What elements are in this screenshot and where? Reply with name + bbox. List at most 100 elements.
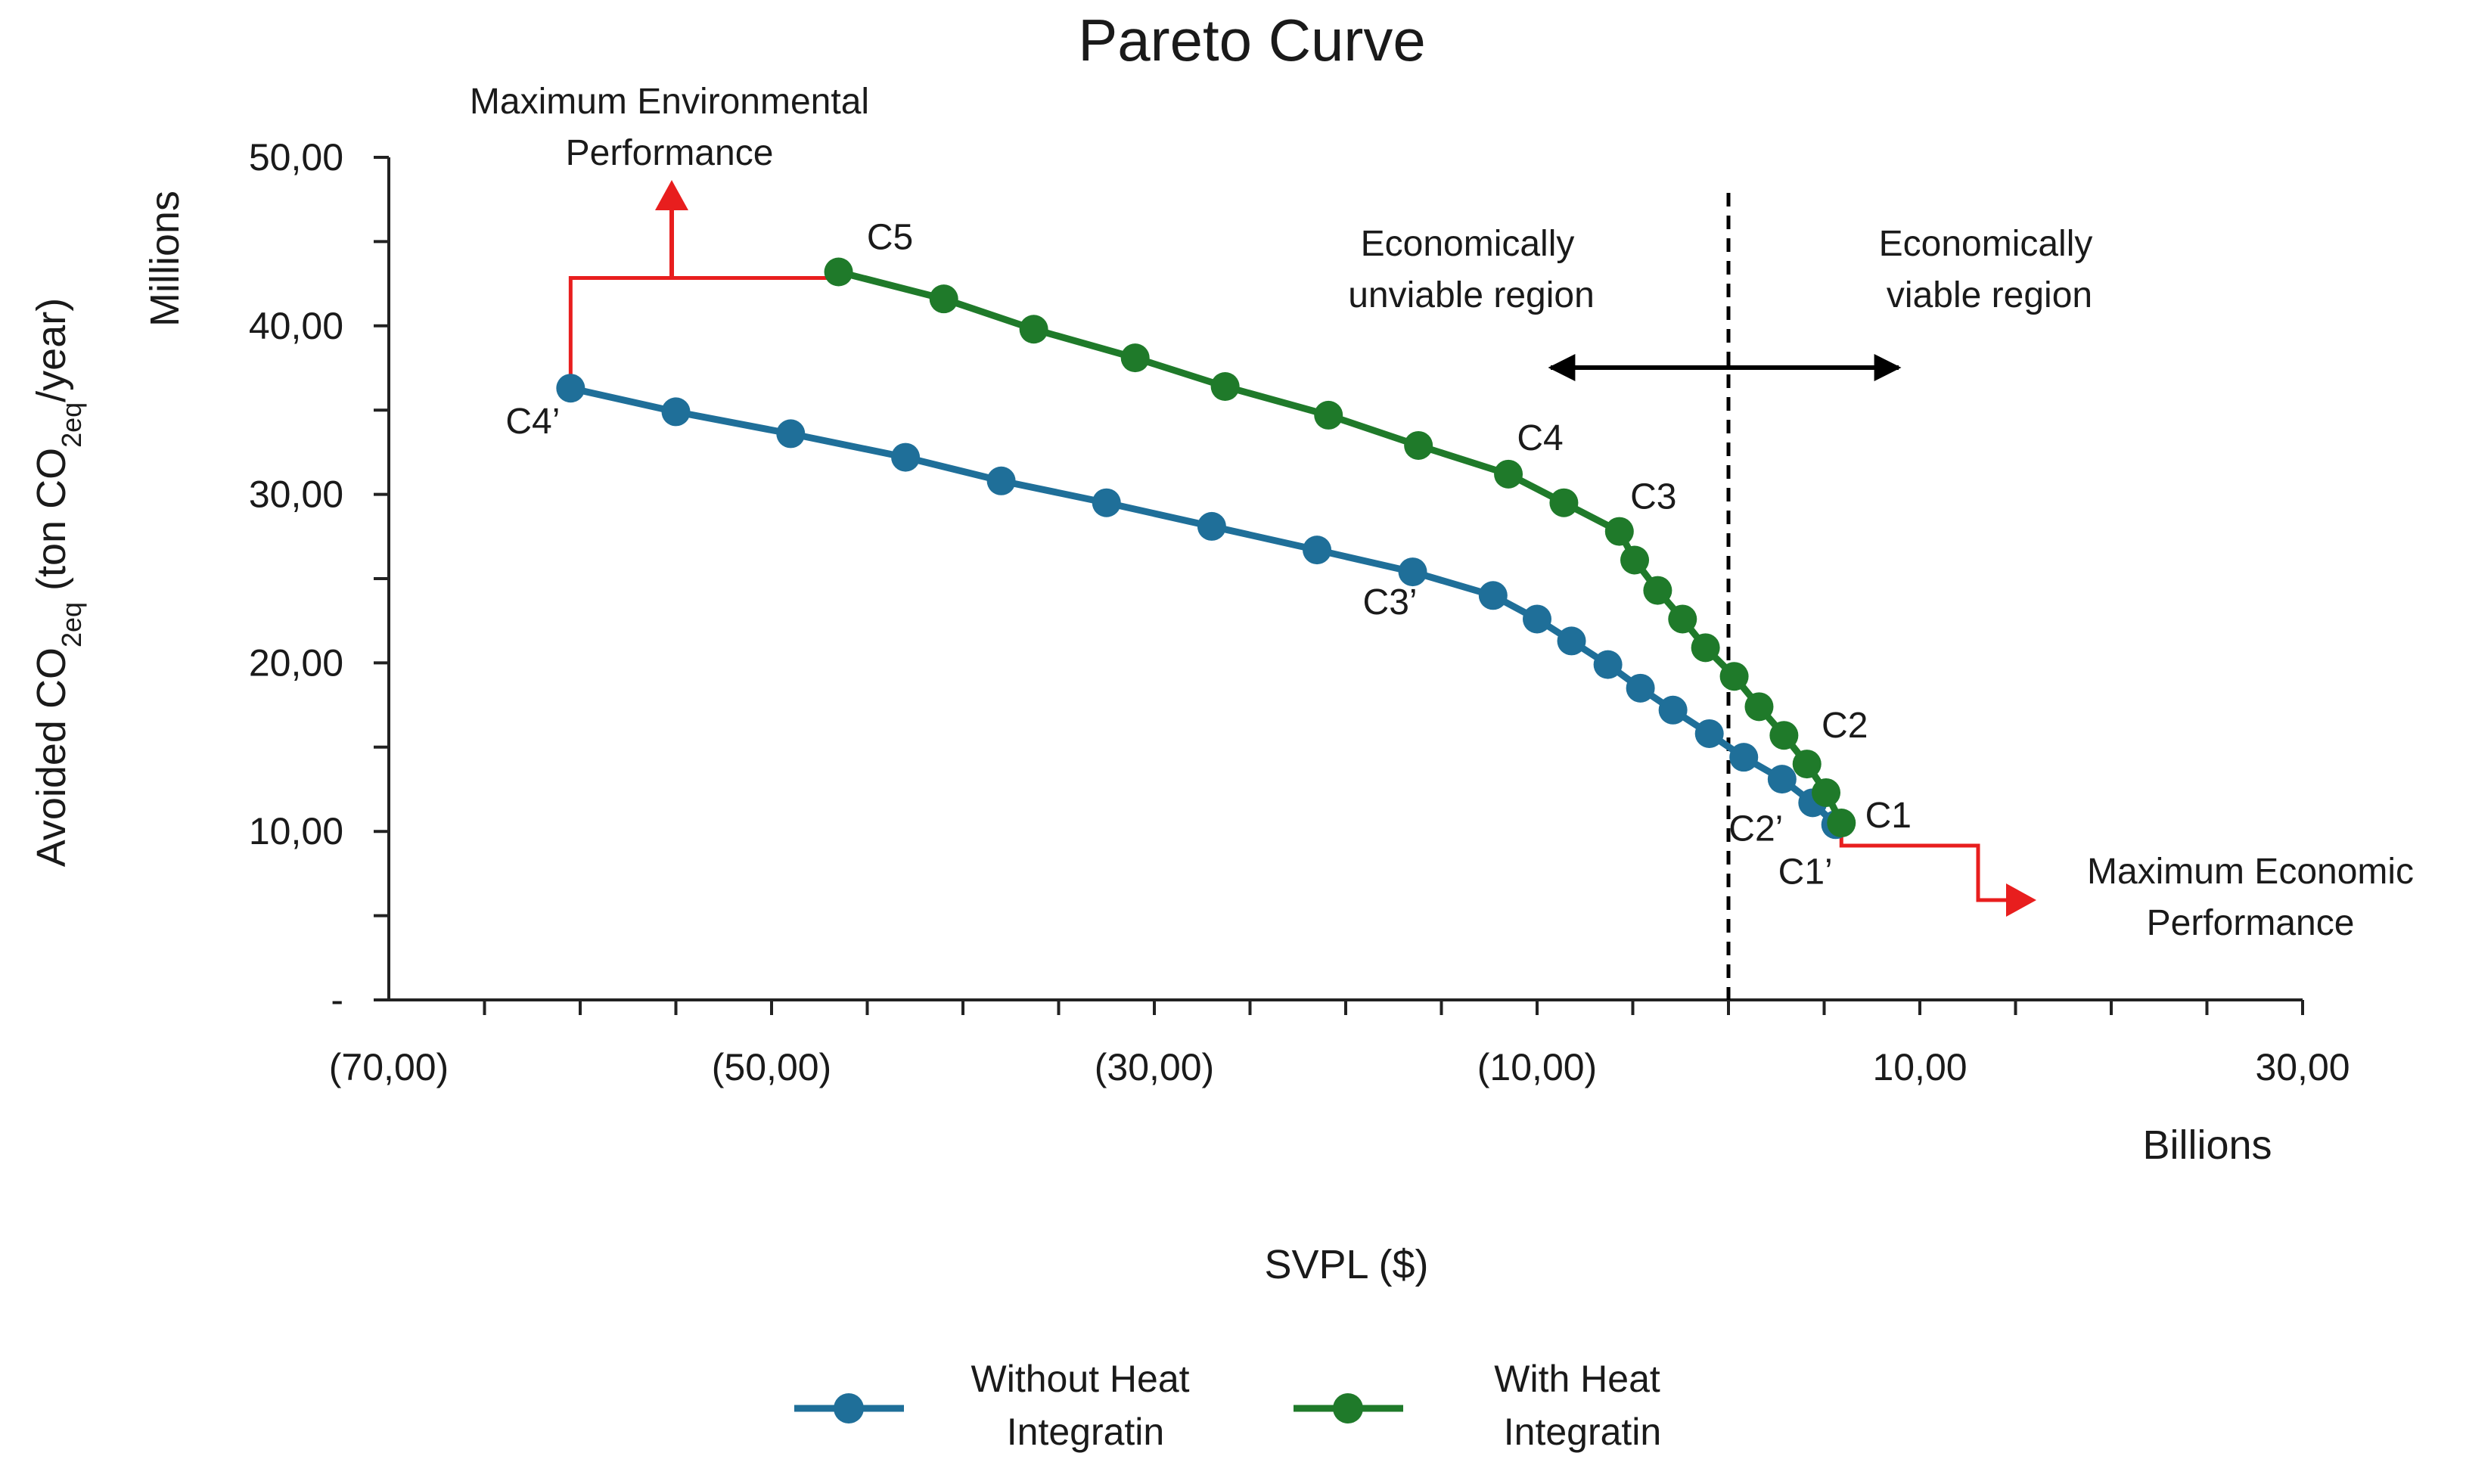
legend-label-with-heat-line-2: Integratin [1504,1411,1661,1453]
data-point [1658,695,1688,725]
viable-region-label-line-1: Economically [1879,224,2093,264]
unviable-region-label-line-1: Economically [1361,224,1575,264]
series-line [570,384,1838,827]
x-tick-label: 30,00 [2255,1046,2350,1088]
data-point [1812,778,1841,807]
legend-item-without-heat: Without Heat Integratin [794,1358,1200,1453]
x-tick-label: (70,00) [329,1046,449,1088]
data-point [929,284,958,314]
data-point [1120,343,1150,373]
data-point [1643,576,1672,605]
y-tick-label: 10,00 [249,810,343,852]
legend-item-with-heat: With Heat Integratin [1294,1358,1670,1453]
data-point [1767,765,1797,794]
data-point [1523,604,1551,634]
y-axis-title-part-1: Avoided CO [29,647,74,867]
max-environmental-label-line-2: Performance [566,133,774,173]
x-tick-label: (10,00) [1477,1046,1597,1088]
data-point [776,419,806,449]
data-point [1626,673,1655,703]
y-unit-label: Millions [142,191,188,327]
y-tick-label: 40,00 [249,305,343,347]
chart-title: Pareto Curve [1078,7,1426,73]
axes: - 10,00 20,00 30,00 40,00 50,00 (70,00) (50,00)… [249,136,2350,1088]
y-axis-title: Avoided CO2eq (ton CO2eq/year) [29,298,87,867]
data-point [1303,536,1332,565]
data-point [1197,511,1226,541]
data-point [1557,626,1586,656]
data-point [556,374,585,403]
data-point [661,397,691,427]
point-label: C1 [1865,796,1912,836]
data-point [1593,650,1623,679]
series-line [837,269,1845,825]
data-point [824,257,853,287]
max-environmental-label-line-1: Maximum Environmental [470,82,869,122]
legend-swatch-marker-without-heat [834,1393,864,1423]
point-labels: C1 C2 C3 C4 C5 C1’C2’ C3’ C4’ [505,218,1912,893]
data-point [1719,662,1749,691]
legend-label-without-heat-line-2: Integratin [1007,1411,1164,1453]
annotations: Economically unviable region Economically v… [470,82,2414,1000]
data-point [1729,743,1759,772]
legend-label-without-heat-line-1: Without Heat [971,1358,1190,1400]
data-point [1620,545,1650,575]
data-point [1744,692,1774,722]
legend-label-with-heat: With Heat Integratin [1494,1358,1670,1453]
x-tick-label: (30,00) [1095,1046,1214,1088]
data-point [1314,400,1343,430]
viable-region-label-line-2: viable region [1887,275,2092,315]
unviable-region-label-line-2: unviable region [1348,275,1595,315]
data-point [1549,488,1579,517]
data-point [1398,557,1427,587]
y-tick-label: - [331,979,343,1021]
data-point [891,442,921,472]
point-label: C4’ [505,402,560,442]
data-point [1019,315,1048,344]
environmental-connector [568,276,839,389]
data-point [1604,517,1634,546]
point-label: C5 [867,218,913,258]
environmental-arrowhead [655,180,688,210]
data-point [1827,809,1856,838]
x-tick-label: 10,00 [1872,1046,1967,1088]
economic-connector [1839,823,2012,902]
y-tick-label: 50,00 [249,136,343,179]
max-economic-label-line-1: Maximum Economic [2087,852,2414,892]
economic-arrowhead [2006,883,2036,917]
data-point [1404,430,1433,460]
point-label: C1’ [1778,852,1833,892]
legend: Without Heat Integratin With Heat Integr… [794,1358,1670,1453]
x-axis-title: SVPL ($) [1264,1242,1428,1287]
data-point [1792,750,1822,779]
series-layer [556,257,1856,840]
data-point [1691,633,1720,663]
legend-label-with-heat-line-1: With Heat [1494,1358,1660,1400]
legend-swatch-marker-with-heat [1333,1393,1363,1423]
data-point [1478,581,1508,610]
x-tick-label: (50,00) [712,1046,831,1088]
y-tick-label: 20,00 [249,641,343,684]
y-axis-title-sub-2: 2eq [56,402,87,448]
data-point [1668,604,1697,634]
data-point [1092,488,1121,517]
legend-label-without-heat: Without Heat Integratin [971,1358,1200,1453]
series-with-heat [824,257,1856,838]
point-label: C3’ [1363,582,1418,622]
point-label: C2 [1822,706,1868,746]
data-point [1694,719,1724,748]
point-label: C4 [1517,418,1563,458]
data-point [1494,459,1523,489]
data-point [986,466,1016,495]
point-label: C3 [1630,477,1676,517]
x-unit-label: Billions [2142,1122,2272,1168]
y-axis-title-sub-1: 2eq [56,602,87,647]
y-tick-label: 30,00 [249,473,343,516]
series-without-heat [556,374,1850,840]
point-label: C2’ [1728,809,1783,849]
y-axis-title-part-3: /year) [29,298,74,402]
data-point [1210,372,1240,402]
y-axis-title-part-2: (ton CO [29,448,74,602]
max-economic-label-line-2: Performance [2147,903,2355,943]
